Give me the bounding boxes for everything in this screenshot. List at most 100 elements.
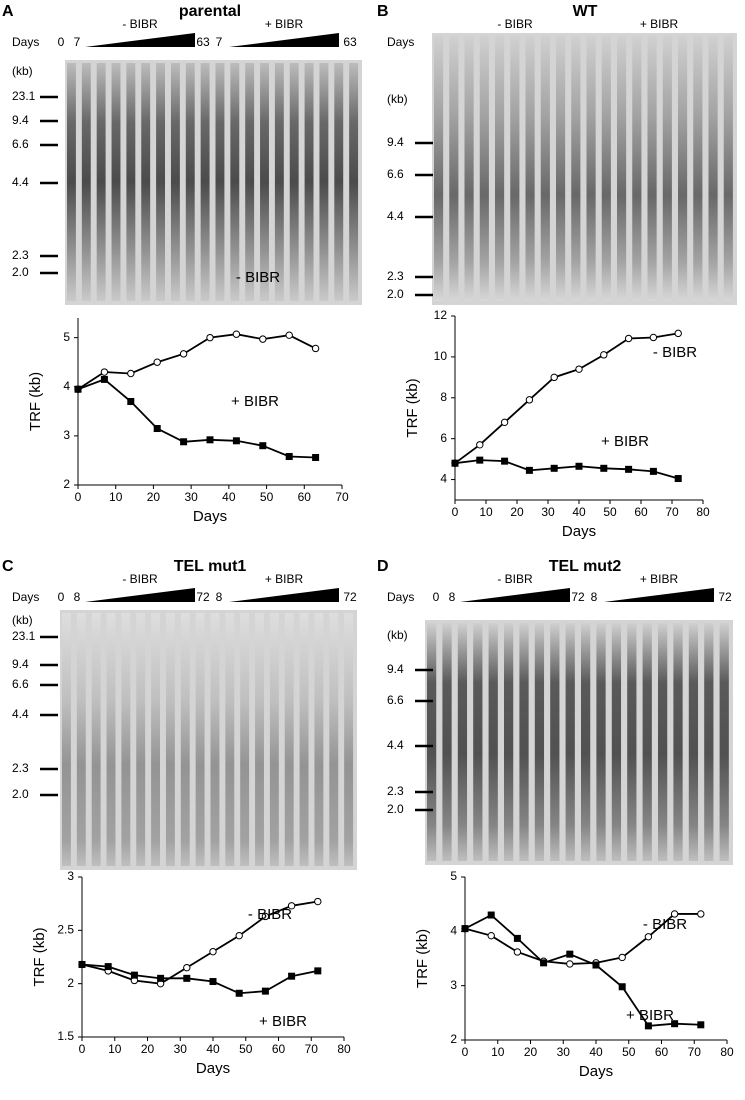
gel-lane	[215, 63, 225, 301]
point	[476, 441, 484, 449]
series-line	[81, 963, 318, 995]
day-label: 72	[718, 590, 732, 604]
gel-lane	[67, 63, 76, 301]
x-tick-label: 0	[452, 505, 459, 519]
ladder-label: 9.4	[12, 657, 29, 671]
point	[259, 335, 267, 343]
point	[525, 466, 533, 474]
gel-lane	[91, 613, 101, 866]
gel-lane	[488, 623, 498, 861]
gel-lane	[708, 36, 718, 301]
point	[183, 963, 191, 972]
y-tick-label: 2	[63, 477, 70, 491]
gel-lane	[299, 613, 309, 866]
wedge	[229, 33, 339, 47]
gel-lane	[581, 623, 591, 861]
gel-lane	[534, 623, 545, 861]
gel-lane	[349, 63, 359, 301]
point	[209, 947, 217, 956]
point	[575, 365, 583, 373]
point	[513, 948, 522, 956]
x-tick-label: 80	[696, 505, 710, 519]
x-tick-label: 30	[541, 505, 555, 519]
day-label: 0	[58, 590, 65, 604]
day-label: 8	[591, 590, 598, 604]
series-line	[464, 913, 701, 1027]
point	[74, 385, 82, 393]
ladder-label: 4.4	[387, 738, 404, 752]
point	[451, 459, 459, 467]
point	[550, 464, 558, 472]
kb-label: (kb)	[12, 613, 33, 627]
y-tick-label: 6	[440, 431, 447, 445]
x-tick-label: 50	[260, 490, 274, 504]
point	[513, 934, 521, 942]
y-tick-label: 12	[434, 308, 448, 322]
panel-title: TEL mut1	[174, 558, 247, 575]
gel-lane	[185, 63, 195, 301]
day-label: 72	[343, 590, 357, 604]
x-tick-label: 50	[239, 1042, 253, 1056]
point	[575, 462, 583, 470]
gel-background	[65, 60, 362, 305]
y-axis-label: TRF (kb)	[404, 378, 421, 437]
x-tick-label: 70	[305, 1042, 319, 1056]
ladder-label: 4.4	[12, 175, 29, 189]
panel-title: parental	[179, 3, 241, 20]
x-tick-label: 40	[572, 505, 586, 519]
point	[476, 456, 484, 464]
x-tick-label: 20	[524, 1045, 538, 1059]
point	[600, 351, 608, 359]
gel-lane	[510, 36, 520, 301]
point	[259, 442, 267, 450]
x-tick-label: 60	[298, 490, 312, 504]
gel-lane	[81, 63, 91, 301]
gel-lane	[617, 36, 627, 301]
ladder-label: 2.0	[387, 802, 404, 816]
day-label: 0	[58, 35, 65, 49]
series-line	[77, 378, 316, 459]
x-tick-label: 40	[222, 490, 236, 504]
series-label: + BIBR	[601, 433, 649, 450]
point	[288, 972, 296, 980]
point	[153, 358, 161, 366]
x-axis-label: Days	[196, 1060, 230, 1077]
gel-lane	[76, 613, 86, 866]
gel-lane	[255, 613, 264, 866]
point	[618, 953, 626, 962]
y-tick-label: 3	[450, 978, 457, 992]
point	[183, 974, 191, 982]
gel-lane	[230, 63, 240, 301]
gel-lane	[464, 36, 474, 301]
gel-lane	[314, 613, 324, 866]
kb-label: (kb)	[387, 92, 408, 106]
point	[592, 961, 600, 969]
gel-lane	[319, 63, 329, 301]
point	[644, 1022, 652, 1030]
days-label: Days	[387, 590, 414, 604]
gel-plus-label: + BIBR	[265, 17, 304, 31]
wedge	[85, 588, 195, 602]
gel-lane	[442, 623, 452, 861]
point	[697, 1021, 705, 1029]
ladder-label: 9.4	[12, 113, 29, 127]
x-tick-label: 40	[589, 1045, 603, 1059]
point	[670, 910, 679, 918]
gel-lane	[121, 613, 131, 866]
point	[314, 897, 322, 906]
point	[104, 963, 112, 971]
x-tick-label: 70	[665, 505, 679, 519]
point	[157, 974, 165, 982]
point	[649, 333, 658, 342]
point	[261, 987, 269, 995]
point	[127, 369, 135, 378]
series-label: - BIBR	[653, 344, 697, 361]
gel-lane	[210, 613, 220, 866]
point	[232, 437, 240, 445]
point	[127, 398, 135, 405]
gel-lane	[269, 613, 279, 866]
panel: BWTDays0872872- BIBR+ BIBR(kb)9.46.64.42…	[377, 3, 737, 540]
gel-lane	[225, 613, 235, 866]
gel-lane	[449, 36, 459, 301]
x-tick-label: 10	[109, 490, 123, 504]
